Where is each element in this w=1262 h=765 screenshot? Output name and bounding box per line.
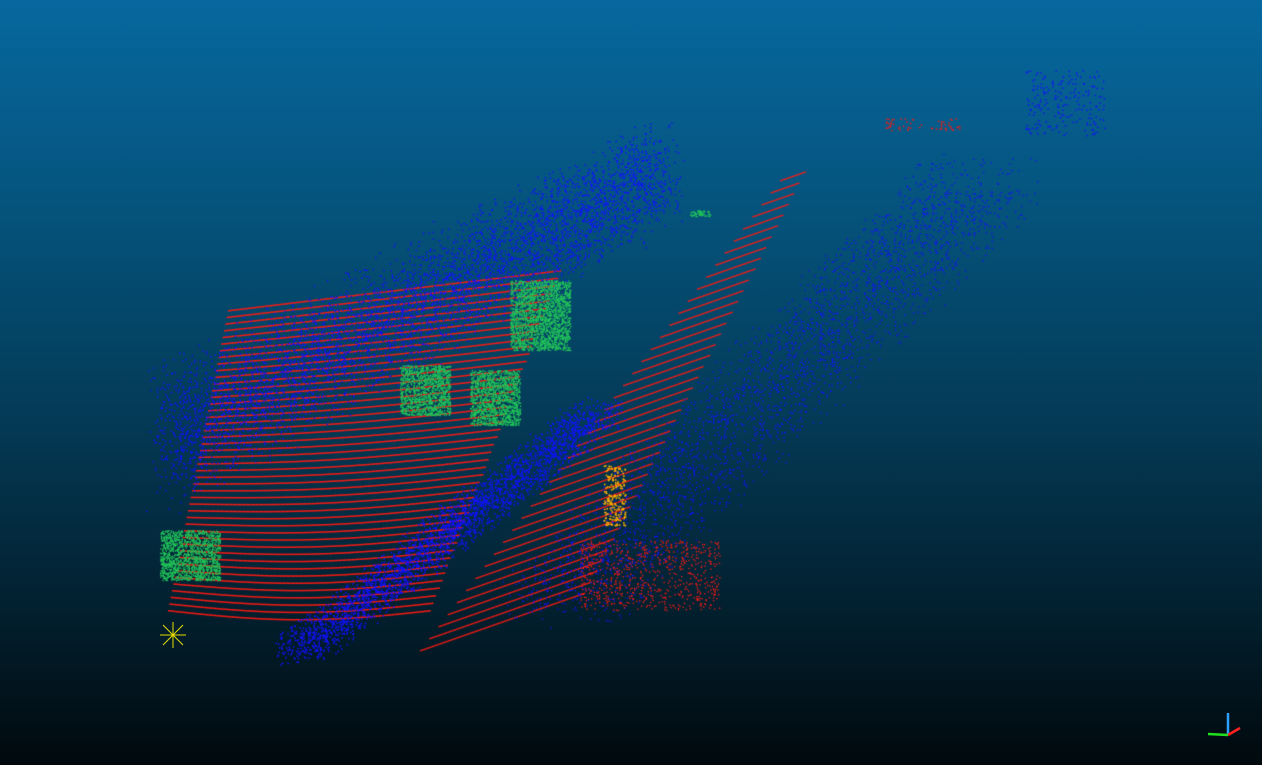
y-axis-line (1207, 732, 1229, 737)
x-axis-line (1227, 726, 1241, 737)
axes-triad-icon (1207, 713, 1241, 737)
rotation-pivot-icon (160, 622, 186, 648)
